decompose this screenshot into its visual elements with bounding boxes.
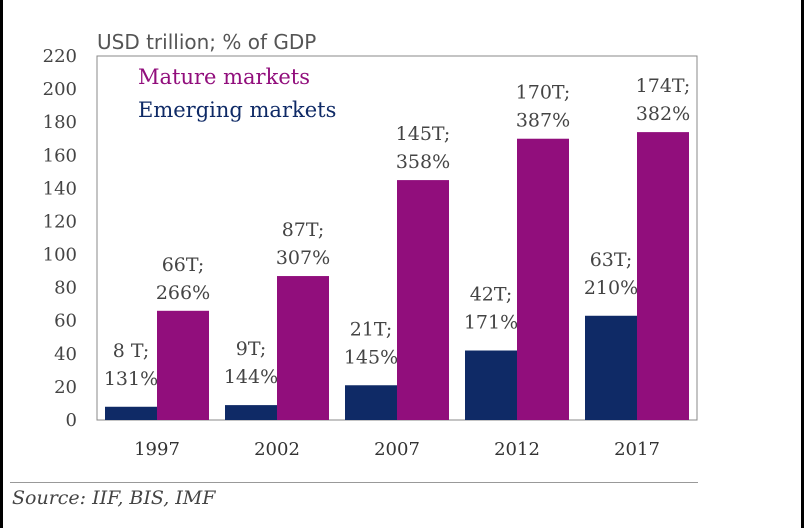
y-tick-label: 60: [54, 311, 77, 332]
data-label-emerging: 63T;: [590, 249, 633, 271]
bar-emerging-markets: [345, 385, 397, 420]
chart-unit-label: USD trillion; % of GDP: [97, 30, 317, 54]
bar-emerging-markets: [465, 350, 517, 420]
bar-mature-markets: [637, 132, 689, 421]
y-tick-label: 220: [43, 46, 77, 67]
bars: 8 T; 131% 66T; 266% 9T; 144% 87T; 307% 21T; 145% 1…: [104, 75, 691, 421]
data-label-mature: 266%: [156, 282, 210, 304]
data-label-emerging: 171%: [464, 312, 518, 334]
legend-mature-markets: Mature markets: [138, 65, 310, 89]
data-label-emerging: 8 T;: [113, 340, 150, 362]
bar-mature-markets: [517, 138, 569, 420]
source-divider: [10, 482, 698, 483]
y-tick-label: 200: [43, 79, 77, 100]
y-tick-label: 100: [43, 245, 77, 266]
data-label-mature: 307%: [276, 247, 330, 269]
data-label-mature: 87T;: [282, 219, 325, 241]
y-tick-label: 0: [66, 410, 77, 431]
data-label-mature: 387%: [516, 110, 570, 132]
data-label-mature: 145T;: [396, 123, 451, 145]
x-tick-label: 2012: [494, 439, 540, 460]
data-label-mature: 382%: [636, 103, 690, 125]
x-tick-label: 2017: [614, 439, 660, 460]
data-label-mature: 66T;: [162, 254, 205, 276]
x-tick-label: 1997: [134, 439, 180, 460]
left-border: [0, 0, 3, 528]
data-label-emerging: 145%: [344, 346, 398, 368]
y-tick-label: 140: [43, 178, 77, 199]
bar-emerging-markets: [105, 406, 157, 420]
data-label-emerging: 144%: [224, 366, 278, 388]
data-label-emerging: 131%: [104, 368, 158, 390]
bar-mature-markets: [277, 276, 329, 420]
x-tick-label: 2007: [374, 439, 420, 460]
bar-mature-markets: [397, 180, 449, 420]
bar-mature-markets: [157, 310, 209, 420]
y-tick-label: 120: [43, 211, 77, 232]
y-tick-label: 20: [54, 377, 77, 398]
right-border: [801, 0, 804, 528]
legend-emerging-markets: Emerging markets: [138, 98, 337, 122]
y-tick-label: 80: [54, 278, 77, 299]
source-note: Source: IIF, BIS, IMF: [12, 487, 216, 509]
x-axis: 1997 2002 2007 2012 2017: [134, 439, 660, 460]
data-label-mature: 174T;: [636, 75, 691, 97]
bar-emerging-markets: [225, 405, 277, 420]
bar-emerging-markets: [585, 315, 637, 420]
x-tick-label: 2002: [254, 439, 300, 460]
y-tick-label: 160: [43, 145, 77, 166]
y-tick-label: 40: [54, 344, 77, 365]
y-axis: 0 20 40 60 80 100 120 140 160 180 200 220: [43, 46, 77, 431]
y-tick-label: 180: [43, 112, 77, 133]
data-label-emerging: 21T;: [350, 318, 393, 340]
data-label-mature: 358%: [396, 151, 450, 173]
data-label-mature: 170T;: [516, 82, 571, 104]
data-label-emerging: 9T;: [236, 338, 267, 360]
data-label-emerging: 210%: [584, 277, 638, 299]
data-label-emerging: 42T;: [470, 284, 513, 306]
